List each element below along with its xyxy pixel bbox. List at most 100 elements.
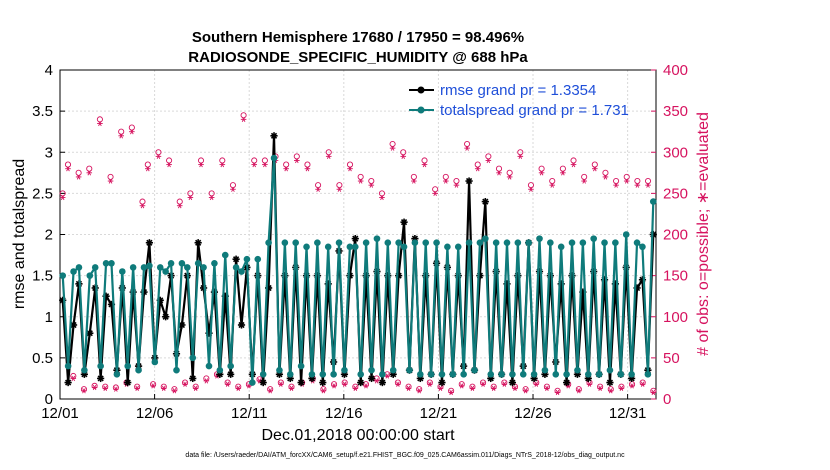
obs-possible-point (336, 182, 343, 189)
totalspread-point (552, 371, 560, 378)
obs-possible-point (639, 379, 646, 386)
obs-evaluated-stroke (358, 178, 363, 184)
obs-evaluated-point (118, 133, 124, 139)
rmse-point-stroke (357, 379, 364, 386)
y-axis-label-right: # of obs: o=possible; ∗=evaluated (695, 112, 712, 356)
y-right-tick-label: 150 (663, 268, 688, 285)
obs-evaluated-stroke (603, 174, 608, 180)
obs-possible-point (96, 116, 103, 123)
obs-possible-point (251, 157, 258, 164)
totalspread-point (362, 239, 370, 247)
rmse-point (508, 378, 517, 387)
obs-possible-point (607, 386, 614, 393)
totalspread-point (357, 371, 365, 378)
totalspread-point (173, 366, 180, 374)
totalspread-point (119, 268, 126, 275)
totalspread-point (281, 239, 289, 247)
obs-evaluated-point (166, 161, 172, 168)
obs-evaluated-stroke (183, 381, 187, 387)
totalspread-point (368, 366, 375, 374)
obs-evaluated-stroke (651, 389, 656, 396)
totalspread-point (162, 268, 169, 275)
totalspread-point (270, 154, 278, 162)
obs-possible-point (543, 383, 550, 390)
totalspread-point (276, 366, 283, 374)
obs-evaluated-point (464, 145, 470, 151)
obs-evaluated-stroke (406, 385, 411, 391)
obs-evaluated-point (320, 388, 327, 394)
obs-possible-point (144, 161, 151, 168)
totalspread-point (400, 243, 408, 251)
obs-possible-point (378, 190, 385, 197)
rmse-point (622, 263, 630, 271)
obs-evaluated-point (107, 178, 114, 184)
rmse-point (237, 321, 246, 329)
obs-evaluated-point (134, 385, 140, 391)
obs-evaluated-stroke (475, 166, 480, 172)
obs-evaluated-stroke (571, 161, 576, 168)
totalspread-point (211, 259, 218, 267)
x-tick-label: 12/31 (609, 405, 647, 422)
obs-possible-point (426, 379, 433, 386)
obs-evaluated-stroke (66, 166, 70, 172)
rmse-point (357, 378, 365, 387)
rmse-point-stroke (400, 219, 408, 226)
obs-evaluated-stroke (263, 161, 267, 168)
obs-evaluated-point (70, 375, 77, 382)
totalspread-point (194, 259, 202, 267)
obs-evaluated-point (400, 153, 407, 160)
obs-evaluated-point (65, 166, 71, 172)
rmse-point-stroke (319, 379, 326, 386)
totalspread-point (563, 371, 570, 378)
obs-evaluated-point (581, 178, 587, 184)
totalspread-point (216, 366, 224, 374)
y-axis-left: 0 0.5 1 1.5 2 2.5 3 3.5 4 (32, 62, 65, 408)
obs-evaluated-stroke (156, 153, 161, 160)
y-left-tick-label: 1 (45, 309, 53, 326)
rmse-point (297, 378, 305, 387)
obs-possible-point (219, 157, 226, 164)
totalspread-point (509, 371, 516, 378)
obs-evaluated-point (474, 166, 481, 172)
data-file-footnote: data file: /Users/raeder/DAI/ATM_forcXX/… (185, 452, 625, 459)
totalspread-point (238, 268, 245, 275)
obs-evaluated-point (576, 388, 582, 394)
obs-evaluated-point (155, 153, 162, 160)
totalspread-point (97, 362, 104, 370)
obs-evaluated-stroke (598, 385, 602, 391)
chart-title-line2: RADIOSONDE_SPECIFIC_HUMIDITY @ 688 hPa (188, 49, 528, 66)
obs-evaluated-point (363, 383, 369, 389)
obs-evaluated-stroke (555, 389, 560, 396)
obs-evaluated-point (448, 389, 454, 396)
obs-possible-point (352, 383, 359, 390)
obs-evaluated-point (501, 381, 508, 387)
obs-possible-point (495, 165, 503, 172)
obs-evaluated-point (240, 116, 247, 122)
obs-evaluated-point (139, 203, 146, 209)
obs-evaluated-point (368, 182, 375, 188)
obs-evaluated-point (528, 186, 534, 192)
legend-rmse-label: rmse grand pr = 1.3354 (440, 82, 596, 99)
obs-possible-point (277, 379, 284, 386)
obs-evaluated-stroke (220, 161, 225, 168)
obs-possible-point (538, 165, 545, 172)
obs-evaluated-point (145, 166, 151, 172)
obs-evaluated-point (634, 182, 641, 188)
totalspread-point (249, 379, 256, 386)
y-left-tick-label: 4 (45, 62, 53, 79)
obs-evaluated-point (315, 186, 321, 192)
obs-evaluated-stroke (529, 186, 533, 192)
x-tick-label: 12/01 (41, 405, 79, 422)
obs-evaluated-stroke (390, 145, 395, 151)
rmse-point-stroke (65, 379, 72, 386)
obs-possible-point (240, 112, 247, 119)
legend: rmse grand pr = 1.3354 totalspread grand… (409, 82, 629, 119)
obs-evaluated-stroke (82, 388, 86, 394)
rmse-point (64, 378, 72, 387)
obs-possible-point (570, 157, 577, 164)
obs-possible-point (480, 379, 487, 386)
obs-evaluated-point (262, 161, 268, 168)
obs-evaluated-stroke (236, 385, 241, 391)
totalspread-point (200, 264, 207, 271)
rmse-point (189, 374, 197, 383)
